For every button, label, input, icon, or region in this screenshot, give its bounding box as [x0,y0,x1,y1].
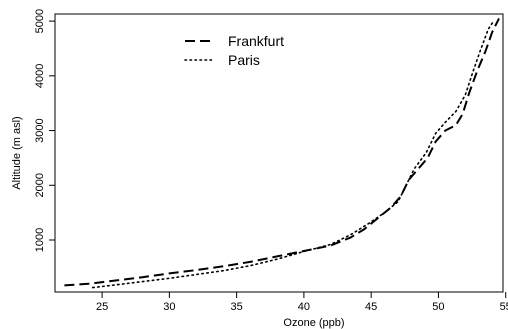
x-tick-label: 25 [96,301,108,313]
legend-label-frankfurt: Frankfurt [228,33,284,49]
y-tick-label: 2000 [34,173,46,197]
x-tick-label: 30 [163,301,175,313]
series-line-paris [91,20,495,289]
series-line-frankfurt [64,17,500,287]
x-tick-label: 45 [365,301,377,313]
y-axis-title: Altitude (m asl) [11,116,23,189]
legend-label-paris: Paris [228,52,260,68]
y-tick-label: 4000 [34,64,46,88]
y-tick-label: 5000 [34,9,46,33]
x-tick-label: 55 [500,301,508,313]
plot-area-frame [54,13,504,293]
x-tick-label: 40 [298,301,310,313]
x-tick-label: 50 [432,301,444,313]
y-tick-label: 1000 [34,228,46,252]
y-tick-label: 3000 [34,118,46,142]
x-axis-title: Ozone (ppb) [283,317,344,329]
x-tick-label: 35 [230,301,242,313]
